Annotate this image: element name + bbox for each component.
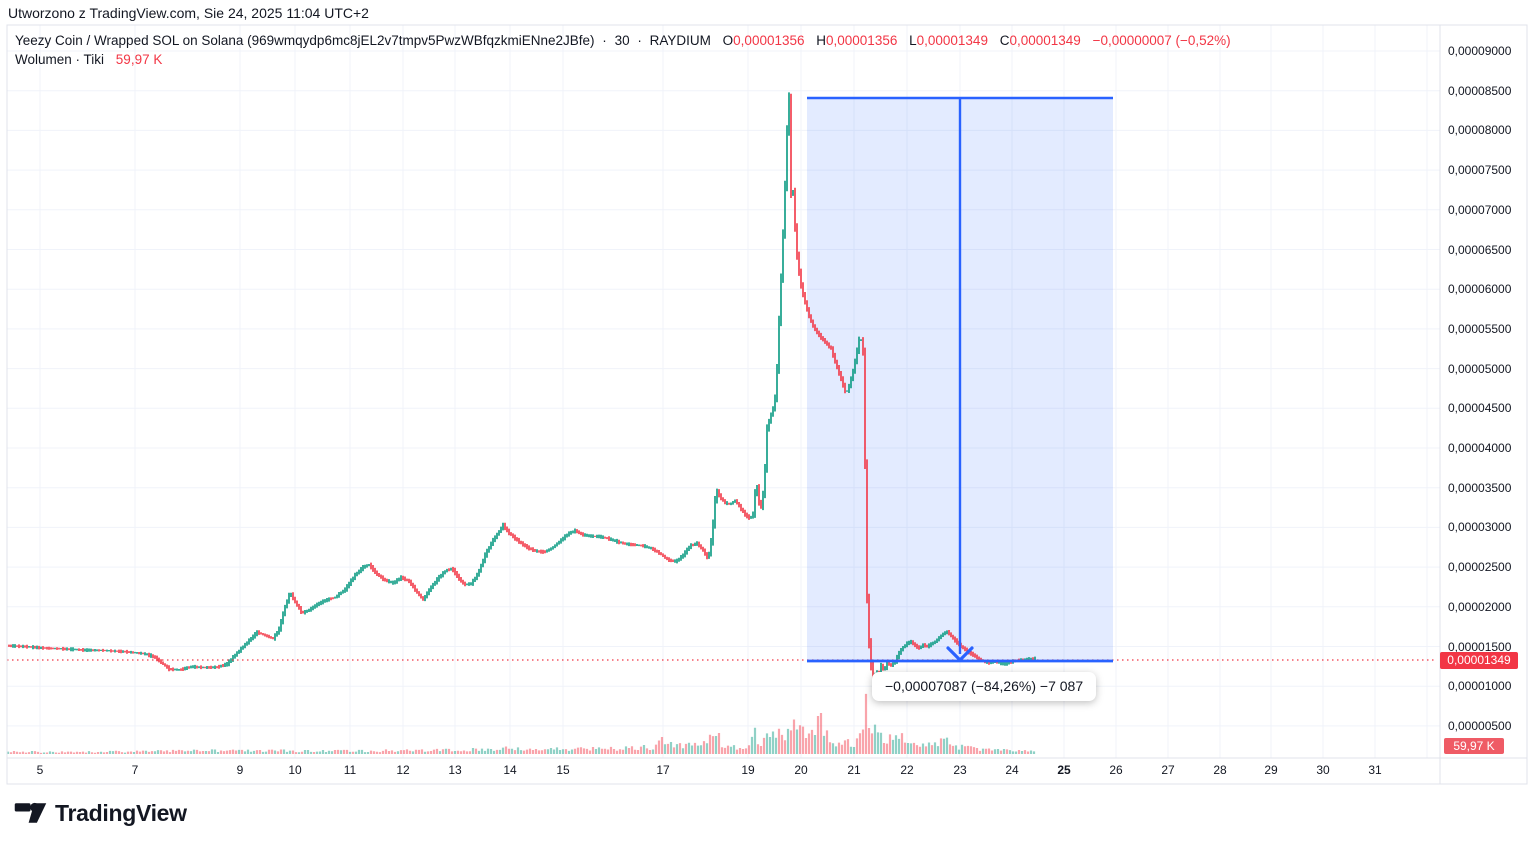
time-axis-label: 27: [1161, 763, 1175, 777]
interval-value: 30: [614, 33, 630, 48]
time-axis-label: 10: [288, 763, 302, 777]
time-axis-label: 24: [1005, 763, 1019, 777]
time-axis-label: 26: [1109, 763, 1123, 777]
time-axis-label: 22: [900, 763, 914, 777]
time-axis-label: 11: [343, 763, 357, 777]
price-axis-label: 0,00006000: [1448, 282, 1512, 297]
symbol-title: Yeezy Coin / Wrapped SOL on Solana (969w…: [15, 33, 595, 48]
candles-down: [8, 93, 1034, 682]
tradingview-logo-text: TradingView: [55, 799, 187, 826]
volume-legend[interactable]: Wolumen · Tiki 59,97 K: [15, 52, 162, 67]
price-axis-label: 0,00001000: [1448, 679, 1512, 694]
price-axis-label: 0,00004000: [1448, 441, 1512, 455]
high-value: 0,00001356: [826, 33, 898, 48]
time-axis-label: 7: [131, 763, 139, 777]
current-volume-tag: 59,97 K: [1444, 738, 1504, 754]
low-value: 0,00001349: [916, 33, 988, 48]
symbol-legend[interactable]: Yeezy Coin / Wrapped SOL on Solana (969w…: [15, 33, 1231, 48]
volume-indicator-label: Wolumen · Tiki: [15, 52, 105, 67]
volume-indicator-value: 59,97 K: [115, 52, 163, 67]
price-axis-label: 0,00005000: [1448, 361, 1512, 376]
price-axis-label: 0,00007000: [1448, 202, 1512, 217]
open-value: 0,00001356: [733, 33, 805, 48]
tradingview-logo-icon: [14, 802, 47, 823]
close-value: 0,00001349: [1009, 33, 1081, 48]
volume-bars-up: [6, 724, 1036, 754]
measure-tooltip: −0,00007087 (−84,26%) −7 087: [872, 672, 1097, 701]
pane-separators: [7, 24, 1527, 759]
price-axis-label: 0,00004500: [1448, 401, 1512, 416]
time-axis-label: 21: [847, 763, 861, 777]
price-axis-label: 0,00002500: [1448, 560, 1512, 575]
price-axis-label: 0,00008500: [1448, 83, 1512, 98]
price-axis-label: 0,00005500: [1448, 321, 1512, 336]
price-axis-label: 0,00002000: [1448, 599, 1512, 614]
high-label: H: [816, 33, 827, 48]
price-axis-label: 0,00008000: [1448, 123, 1512, 138]
attribution-text: Utworzono z TradingView.com, Sie 24, 202…: [8, 5, 369, 21]
time-axis-label: 25: [1057, 763, 1071, 777]
exchange-name: RAYDIUM: [649, 33, 711, 48]
time-axis-label: 19: [741, 763, 755, 777]
tradingview-logo[interactable]: TradingView: [14, 798, 187, 828]
time-axis-label: 5: [36, 763, 44, 777]
grid-lines: [7, 25, 1440, 758]
time-axis-label: 13: [448, 763, 462, 777]
time-axis-label: 12: [396, 763, 410, 777]
price-axis-label: 0,00001500: [1448, 639, 1512, 654]
measure-tool[interactable]: [807, 96, 1113, 663]
time-axis-label: 17: [656, 763, 670, 777]
time-axis-label: 15: [556, 763, 570, 777]
price-axis-label: 0,00006500: [1448, 242, 1512, 257]
legend-separator: ·: [637, 33, 642, 48]
volume-bars-down: [9, 693, 1030, 754]
time-axis-label: 28: [1213, 763, 1227, 777]
open-label: O: [722, 33, 734, 48]
time-axis-label: 14: [503, 763, 517, 777]
price-axis-label: 0,00003500: [1448, 480, 1512, 495]
close-label: C: [999, 33, 1010, 48]
current-price-tag: 0,00001349: [1440, 652, 1518, 669]
time-axis-label: 9: [236, 763, 244, 777]
price-axis-label: 0,00000500: [1448, 718, 1512, 733]
time-axis-label: 23: [953, 763, 967, 777]
price-axis-label: 0,00007500: [1448, 163, 1512, 178]
price-axis-label: 0,00003000: [1448, 520, 1512, 535]
time-axis-label: 20: [794, 763, 808, 777]
measure-arrow-head-icon: [946, 646, 974, 662]
time-axis-label: 30: [1316, 763, 1330, 777]
low-label: L: [909, 33, 917, 48]
change-value: −0,00000007 (−0,52%): [1092, 33, 1231, 48]
price-axis-label: 0,00009000: [1448, 44, 1512, 58]
chart-frame: [6, 24, 1528, 785]
legend-separator: ·: [602, 33, 607, 48]
time-axis-label: 31: [1368, 763, 1382, 777]
candles-up: [12, 92, 1036, 680]
time-axis-label: 29: [1264, 763, 1278, 777]
